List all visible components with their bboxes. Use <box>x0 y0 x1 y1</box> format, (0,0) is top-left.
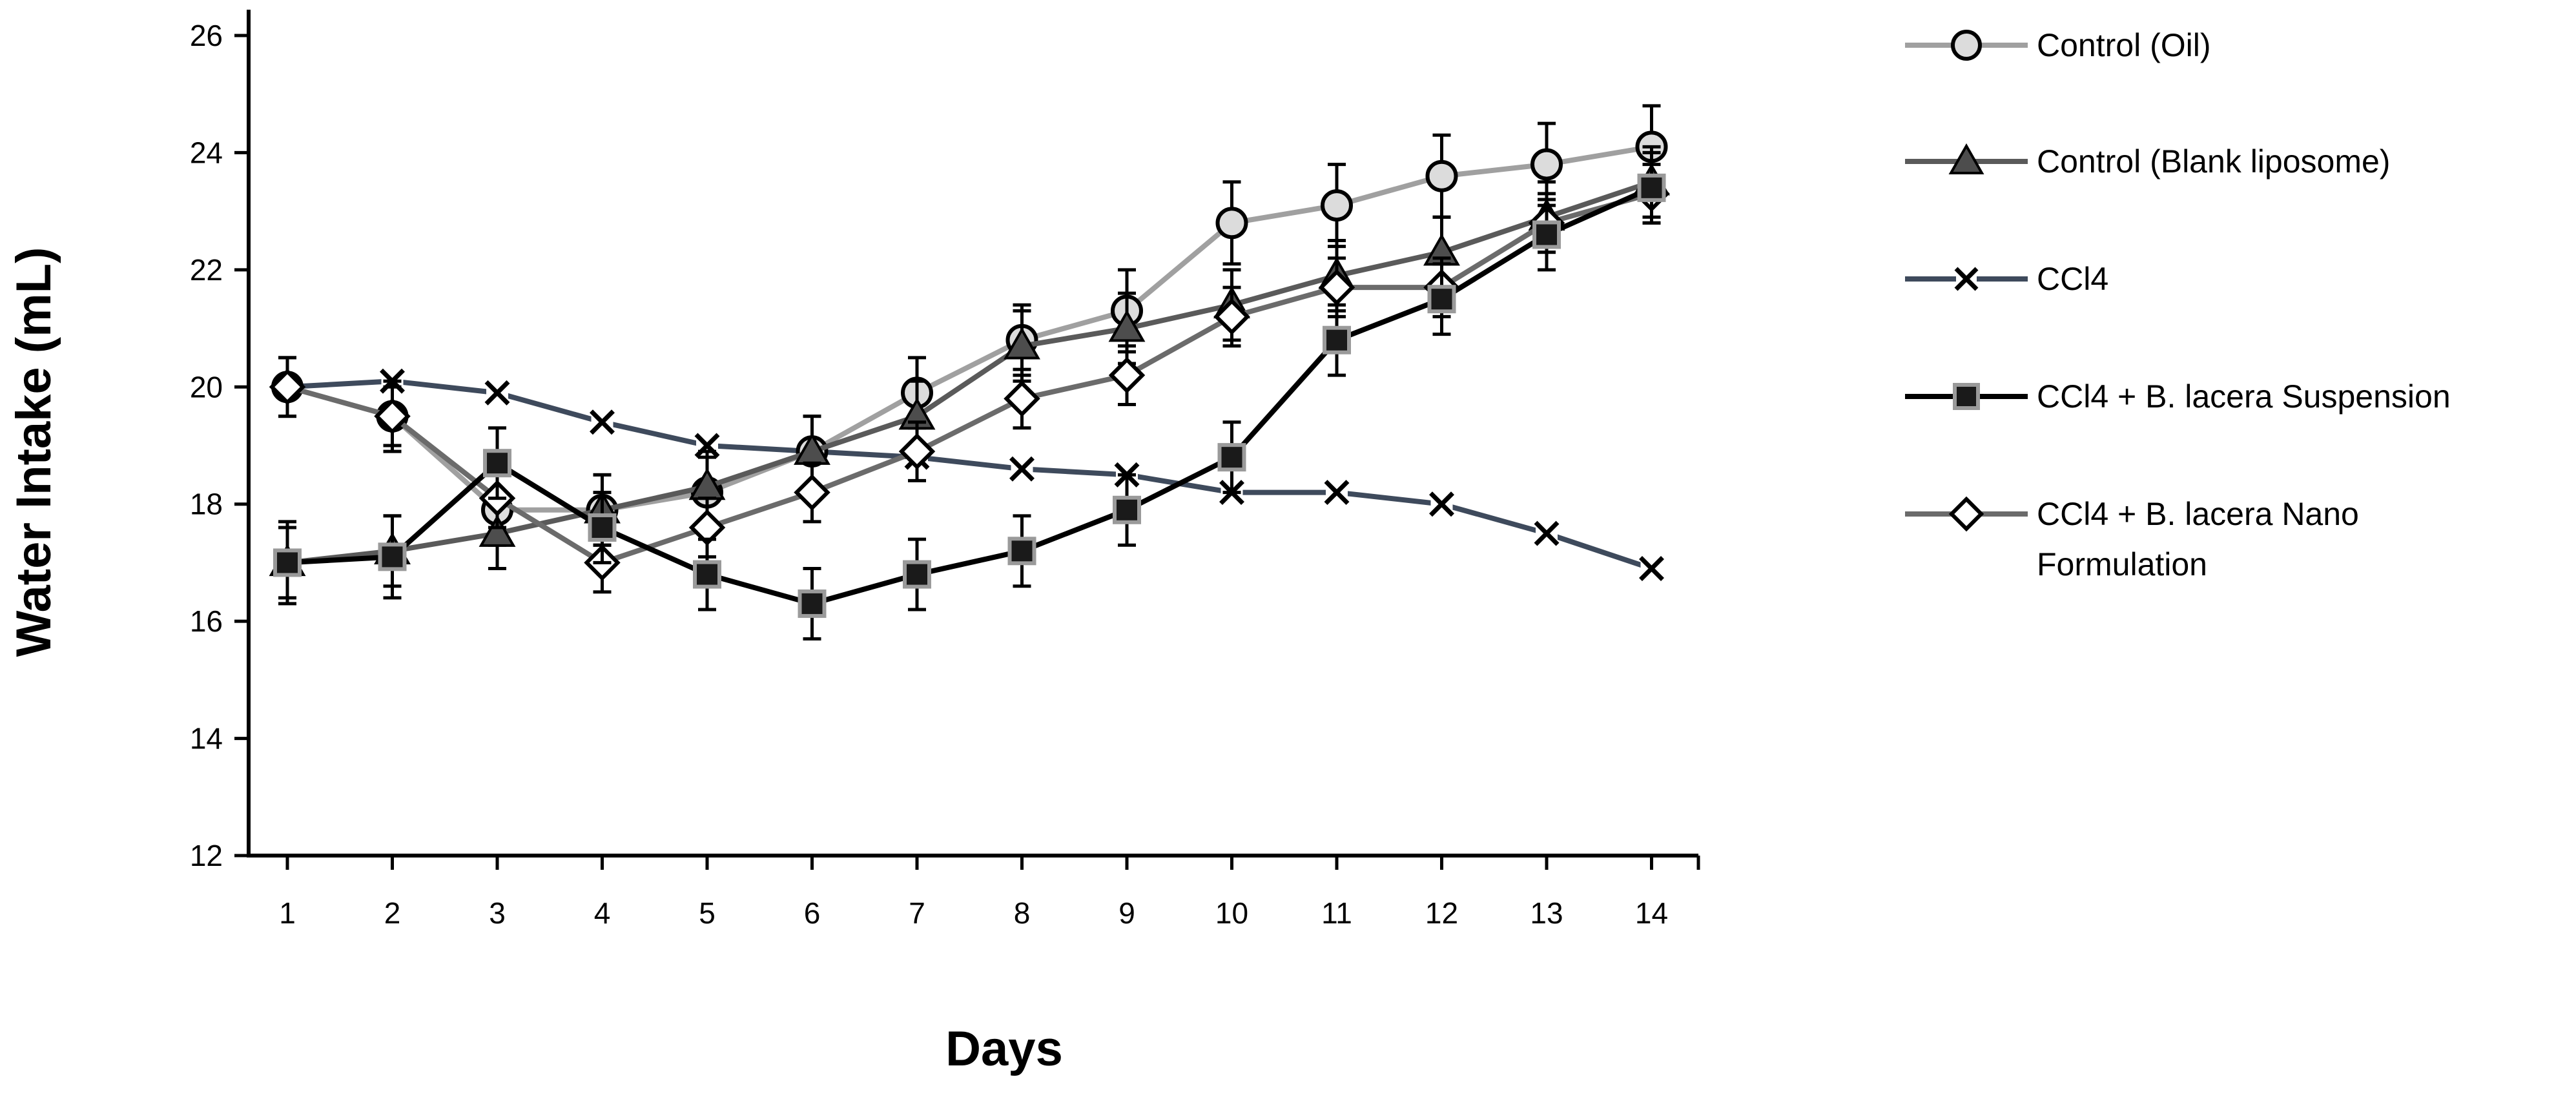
data-point <box>1530 148 1563 181</box>
data-point <box>269 369 306 406</box>
data-point <box>903 560 931 589</box>
data-point <box>588 513 617 542</box>
y-tick-label: 26 <box>190 19 223 52</box>
x-tick-label: 13 <box>1530 896 1563 930</box>
y-axis-title: Water Intake (mL) <box>6 247 61 657</box>
x-tick-label: 3 <box>489 896 506 930</box>
legend-label: Control (Blank liposome) <box>2037 143 2390 180</box>
x-tick-label: 4 <box>594 896 611 930</box>
x-tick-label: 8 <box>1014 896 1031 930</box>
y-tick-label: 12 <box>190 839 223 872</box>
data-point <box>1532 220 1561 249</box>
x-tick-label: 7 <box>909 896 925 930</box>
series-line <box>287 378 1653 571</box>
legend-item-control-oil: Control (Oil) <box>1905 27 2210 63</box>
series-line <box>287 185 1653 606</box>
data-point <box>798 589 827 618</box>
data-point <box>1213 298 1250 335</box>
data-point <box>1009 456 1035 482</box>
data-point <box>1425 159 1458 192</box>
x-axis-title: Days <box>945 1022 1063 1076</box>
y-axis-ticks: 12 14 16 18 20 22 24 26 <box>190 19 249 872</box>
data-point <box>1004 327 1040 360</box>
legend-swatch-marker <box>1953 383 1980 410</box>
data-point <box>273 548 302 577</box>
data-point <box>794 474 830 511</box>
x-tick-label: 6 <box>804 896 821 930</box>
data-point <box>1113 495 1141 524</box>
data-point <box>378 542 407 571</box>
y-tick-label: 22 <box>190 253 223 287</box>
x-tick-label: 2 <box>384 896 401 930</box>
legend-label: CCl4 + B. lacera Suspension <box>2037 378 2451 415</box>
x-axis-ticks: 1 2 3 4 5 6 7 8 9 10 11 12 13 14 <box>279 856 1700 930</box>
legend-item-ccl4-b-lacera-suspension: CCl4 + B. lacera Suspension <box>1905 378 2451 415</box>
legend-swatch-marker <box>1948 496 1984 532</box>
data-point <box>1323 325 1351 354</box>
x-tick-label: 11 <box>1321 896 1352 930</box>
data-point <box>898 433 936 470</box>
legend: Control (Oil) Control (Blank liposome) CCl… <box>1905 27 2451 582</box>
legend-item-control-blank-liposome: Control (Blank liposome) <box>1905 143 2390 180</box>
data-point <box>483 449 511 478</box>
legend-item-ccl4: CCl4 <box>1905 261 2108 297</box>
data-point <box>1639 556 1664 581</box>
x-tick-label: 14 <box>1635 896 1668 930</box>
x-tick-label: 12 <box>1425 896 1458 930</box>
data-point <box>1324 480 1350 506</box>
y-tick-label: 24 <box>190 136 223 169</box>
data-point <box>479 515 516 547</box>
y-tick-label: 16 <box>190 604 223 638</box>
legend-item-ccl4-b-lacera-nano-formulation: CCl4 + B. lacera Nano Formulation <box>1905 496 2359 582</box>
series-line <box>287 179 1653 566</box>
legend-label: CCl4 <box>2037 261 2108 297</box>
data-point <box>1215 207 1248 240</box>
data-point <box>1217 443 1246 472</box>
y-tick-label: 20 <box>190 370 223 404</box>
data-point <box>1108 356 1146 394</box>
data-point <box>1108 309 1146 342</box>
legend-swatch-marker <box>1954 267 1979 291</box>
series-layer <box>269 104 1670 641</box>
x-tick-label: 10 <box>1215 896 1248 930</box>
data-point <box>590 409 615 435</box>
y-tick-label: 14 <box>190 722 223 755</box>
legend-swatch-marker <box>1948 143 1984 174</box>
series-ccl4-b-lacera-suspension <box>273 150 1666 641</box>
data-point <box>1429 491 1454 517</box>
x-tick-label: 1 <box>279 896 296 930</box>
data-point <box>1427 285 1456 314</box>
y-tick-label: 18 <box>190 488 223 521</box>
legend-label: Control (Oil) <box>2037 27 2210 63</box>
legend-label: CCl4 + B. lacera Nano Formulation <box>2037 496 2359 582</box>
data-point <box>693 560 721 589</box>
x-tick-label: 9 <box>1118 896 1135 930</box>
data-point <box>1004 380 1040 417</box>
data-point <box>1534 520 1560 546</box>
x-tick-label: 5 <box>699 896 716 930</box>
data-point <box>1318 269 1355 306</box>
legend-swatch-marker <box>1951 30 1982 61</box>
data-point <box>374 398 411 435</box>
data-point <box>484 380 510 406</box>
data-point <box>1637 173 1666 202</box>
series-ccl4-b-lacera-nano-formulation <box>269 163 1670 594</box>
data-point <box>1321 189 1353 222</box>
series-control-blank-liposome <box>269 145 1670 600</box>
data-point <box>1007 537 1036 566</box>
